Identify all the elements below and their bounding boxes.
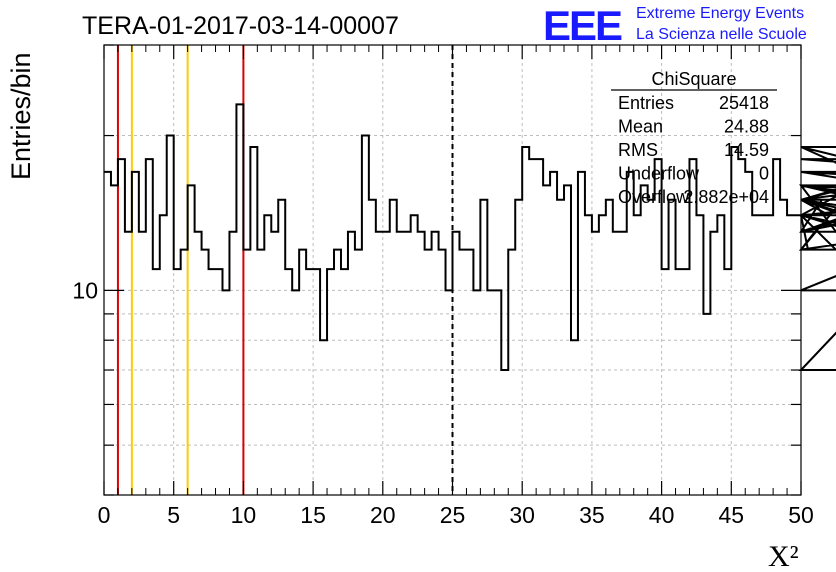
stats-row-label: RMS [618,140,658,160]
eee-logo: EEE Extreme Energy Events La Scienza nel… [543,2,807,49]
x-tick-label: 20 [370,502,396,528]
y-tick-labels: 10 [72,277,98,303]
x-tick-label: 30 [509,502,535,528]
stats-row-value: 0 [759,164,769,184]
x-tick-label: 50 [788,502,814,528]
x-tick-label: 35 [579,502,605,528]
eee-logo-mark: EEE [543,2,622,49]
x-axis-label: X² [768,540,799,572]
eee-logo-line1: Extreme Energy Events [636,5,804,22]
y-tick-label: 10 [72,277,98,303]
stats-row-value: 24.88 [724,117,769,137]
histogram-series [104,103,836,372]
axis-ticks [103,44,802,496]
stats-row-value: 14.59 [724,140,769,160]
x-tick-label: 0 [98,502,111,528]
stats-row-value: 25418 [719,93,769,113]
stats-row-label: Underflow [618,164,700,184]
stats-row-label: Mean [618,117,663,137]
stats-row-label: Overflow [618,187,690,207]
x-tick-label: 25 [440,502,466,528]
x-tick-label: 10 [231,502,257,528]
y-axis-label: Entries/bin [6,52,36,180]
eee-logo-line2: La Scienza nelle Scuole [636,26,807,43]
chart-title: TERA-01-2017-03-14-00007 [82,12,399,40]
x-tick-labels: 0 5 10 15 20 25 30 35 40 45 50 [98,502,814,528]
x-tick-label: 45 [719,502,745,528]
x-tick-label: 15 [300,502,326,528]
stats-row-value: 2.882e+04 [683,187,769,207]
stats-title: ChiSquare [651,69,736,89]
histogram-line [104,103,836,372]
x-tick-label: 40 [649,502,675,528]
stats-row-label: Entries [618,93,674,113]
x-tick-label: 5 [167,502,180,528]
stats-box: ChiSquare Entries 25418 Mean 24.88 RMS 14.59 U… [611,69,777,207]
